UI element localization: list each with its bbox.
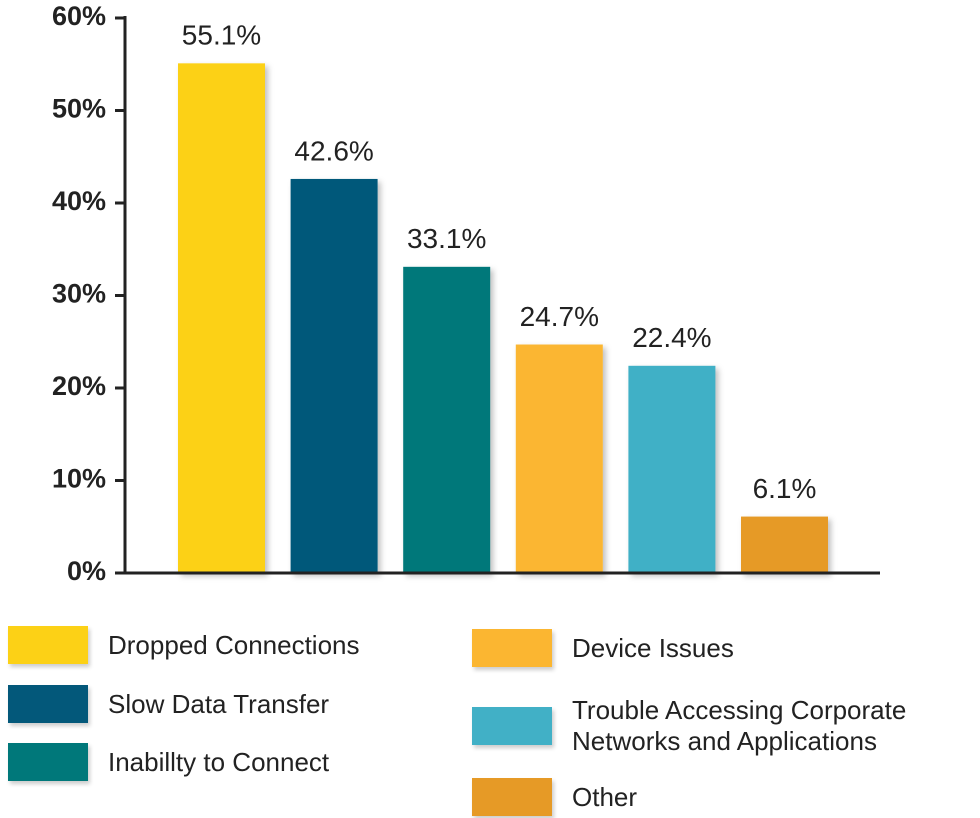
- legend-label: Inabillty to Connect: [108, 746, 330, 777]
- legend-item: Slow Data Transfer: [8, 685, 329, 723]
- legend-swatch: [472, 778, 552, 816]
- legend-swatch: [8, 685, 88, 723]
- legend-label: Slow Data Transfer: [108, 688, 330, 719]
- legend-swatch: [472, 629, 552, 667]
- legend-label: Other: [572, 781, 638, 812]
- bar: [290, 178, 378, 573]
- value-label: 22.4%: [632, 322, 711, 353]
- y-tick-label: 20%: [52, 371, 106, 401]
- legend-item: Dropped Connections: [8, 626, 360, 664]
- y-tick-label: 40%: [52, 186, 106, 216]
- chart: 0% 10% 20% 30% 40% 50% 60% 55.1% 42.6% 33.1% 24.7%…: [52, 1, 880, 586]
- value-label: 33.1%: [407, 223, 486, 254]
- y-tick-label: 50%: [52, 94, 106, 124]
- bar: [403, 266, 491, 573]
- value-label: 42.6%: [294, 135, 373, 166]
- legend-swatch: [8, 626, 88, 664]
- y-tick-label: 0%: [67, 556, 106, 586]
- y-tick-label: 60%: [52, 1, 106, 31]
- y-tick-label: 30%: [52, 279, 106, 309]
- bar: [515, 344, 603, 573]
- legend-item: Other: [472, 778, 980, 816]
- legend-swatch: [8, 743, 88, 781]
- legend-label: Trouble Accessing Corporate Networks and…: [572, 695, 907, 756]
- legend-item: Trouble Accessing Corporate Networks and…: [472, 695, 980, 757]
- bar: [741, 516, 828, 573]
- legend-item: Inabillty to Connect: [8, 743, 329, 781]
- value-label: 6.1%: [753, 473, 817, 504]
- legend-swatch: [472, 707, 552, 745]
- y-tick-label: 10%: [52, 464, 106, 494]
- bar: [628, 365, 716, 573]
- legend-item: Device Issues: [472, 629, 980, 667]
- legend-label: Device Issues: [572, 632, 734, 663]
- value-label: 55.1%: [182, 20, 261, 51]
- bar: [178, 63, 265, 573]
- value-label: 24.7%: [520, 301, 599, 332]
- legend-label: Dropped Connections: [108, 629, 360, 660]
